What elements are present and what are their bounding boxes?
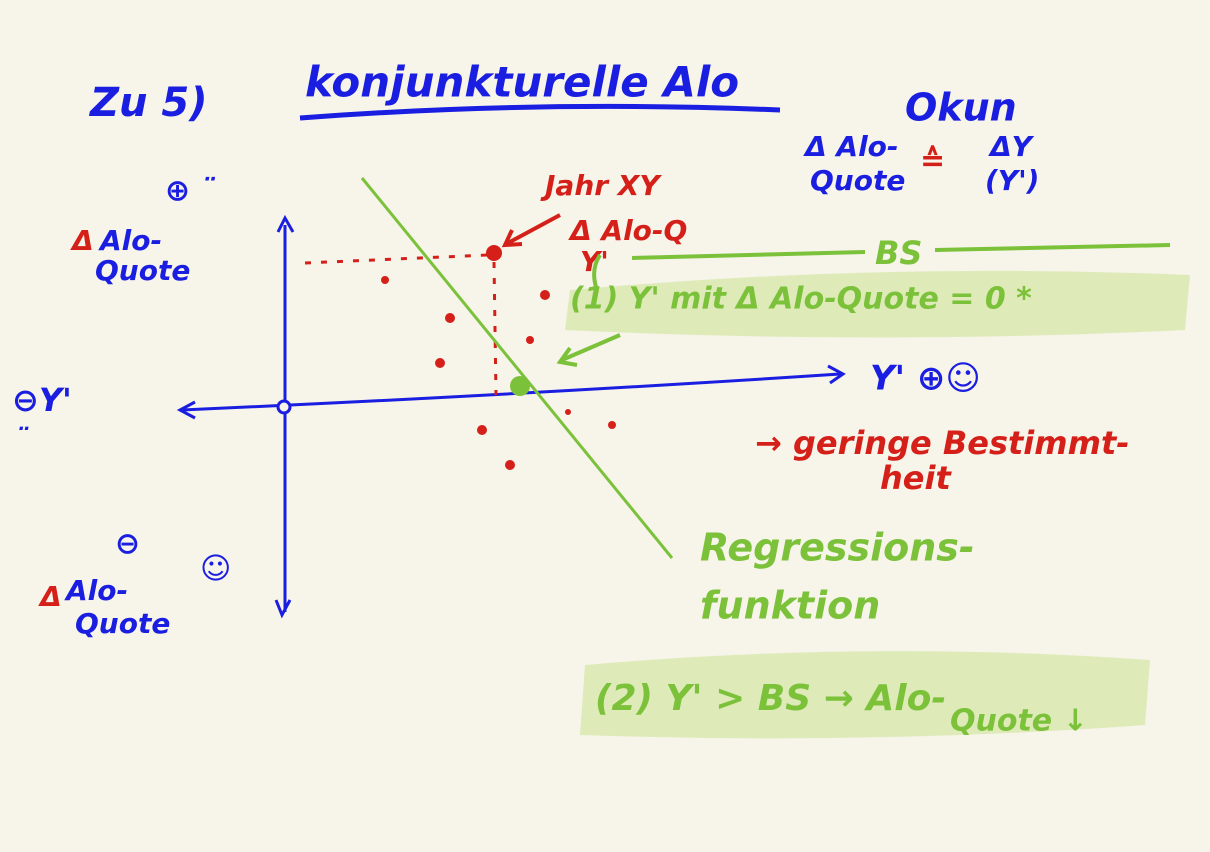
axis-top-label: Alo- [98, 224, 162, 257]
break-even-point [510, 376, 530, 396]
axis-top-label: Quote [95, 254, 190, 287]
bs-bracket [592, 243, 1171, 291]
highlight [565, 270, 1190, 338]
underline [299, 103, 781, 121]
note: heit [880, 459, 952, 497]
note: (2) Y' > BS → Alo- [595, 678, 946, 719]
axis-left-label: ⊖Y' [12, 381, 72, 419]
okun-lhs: Δ Alo- [803, 130, 899, 163]
okun-rhs: (Y') [985, 164, 1039, 197]
regression-line [360, 177, 674, 559]
regression-label: Regressions- [700, 526, 975, 570]
scatter-points [381, 245, 616, 470]
okun-lhs: Quote [810, 164, 905, 197]
axis-bottom-face: ☺ [200, 552, 231, 587]
axis-bottom-label: Quote [75, 607, 170, 640]
okun-eq: ≙ [920, 144, 945, 179]
axis-bottom-sign: ⊖ [115, 527, 140, 562]
point-label: Jahr XY [540, 169, 662, 202]
arrow [556, 333, 621, 367]
delta: Δ [70, 224, 94, 257]
regression-label: funktion [700, 584, 880, 628]
axis-top-sign: ⊕ ¨ [165, 174, 216, 209]
arrow [501, 213, 561, 248]
guide-lines [304, 253, 498, 396]
axis-left-face: ¨ [15, 422, 29, 455]
axis-bottom-label: Alo- [64, 574, 128, 607]
delta: Δ [38, 580, 62, 613]
highlight [580, 651, 1150, 739]
axis-right-label: Y' ⊕☺ [870, 359, 981, 399]
law: Okun [905, 86, 1017, 130]
point-label: Δ Alo-Q [568, 214, 687, 247]
title: konjunkturelle Alo [305, 58, 739, 107]
section: Zu 5) [88, 80, 208, 126]
bs-label: BS [875, 234, 922, 272]
note: → geringe Bestimmt- [755, 424, 1130, 462]
note: Quote ↓ [950, 704, 1088, 739]
note: (1) Y' mit Δ Alo-Quote = 0 * [570, 282, 1032, 317]
okun-rhs: ΔY [988, 130, 1035, 163]
